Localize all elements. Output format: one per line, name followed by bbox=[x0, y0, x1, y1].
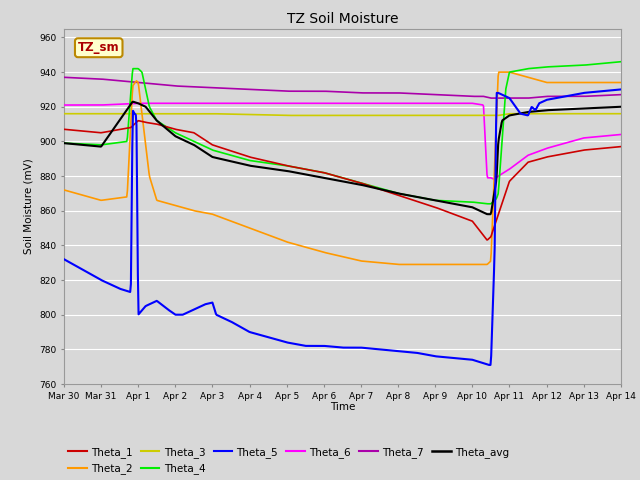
Title: TZ Soil Moisture: TZ Soil Moisture bbox=[287, 12, 398, 26]
Legend: Theta_1, Theta_2, Theta_3, Theta_4, Theta_5, Theta_6, Theta_7, Theta_avg: Theta_1, Theta_2, Theta_3, Theta_4, Thet… bbox=[63, 443, 513, 478]
X-axis label: Time: Time bbox=[330, 402, 355, 412]
Y-axis label: Soil Moisture (mV): Soil Moisture (mV) bbox=[24, 158, 33, 254]
Text: TZ_sm: TZ_sm bbox=[78, 41, 120, 54]
